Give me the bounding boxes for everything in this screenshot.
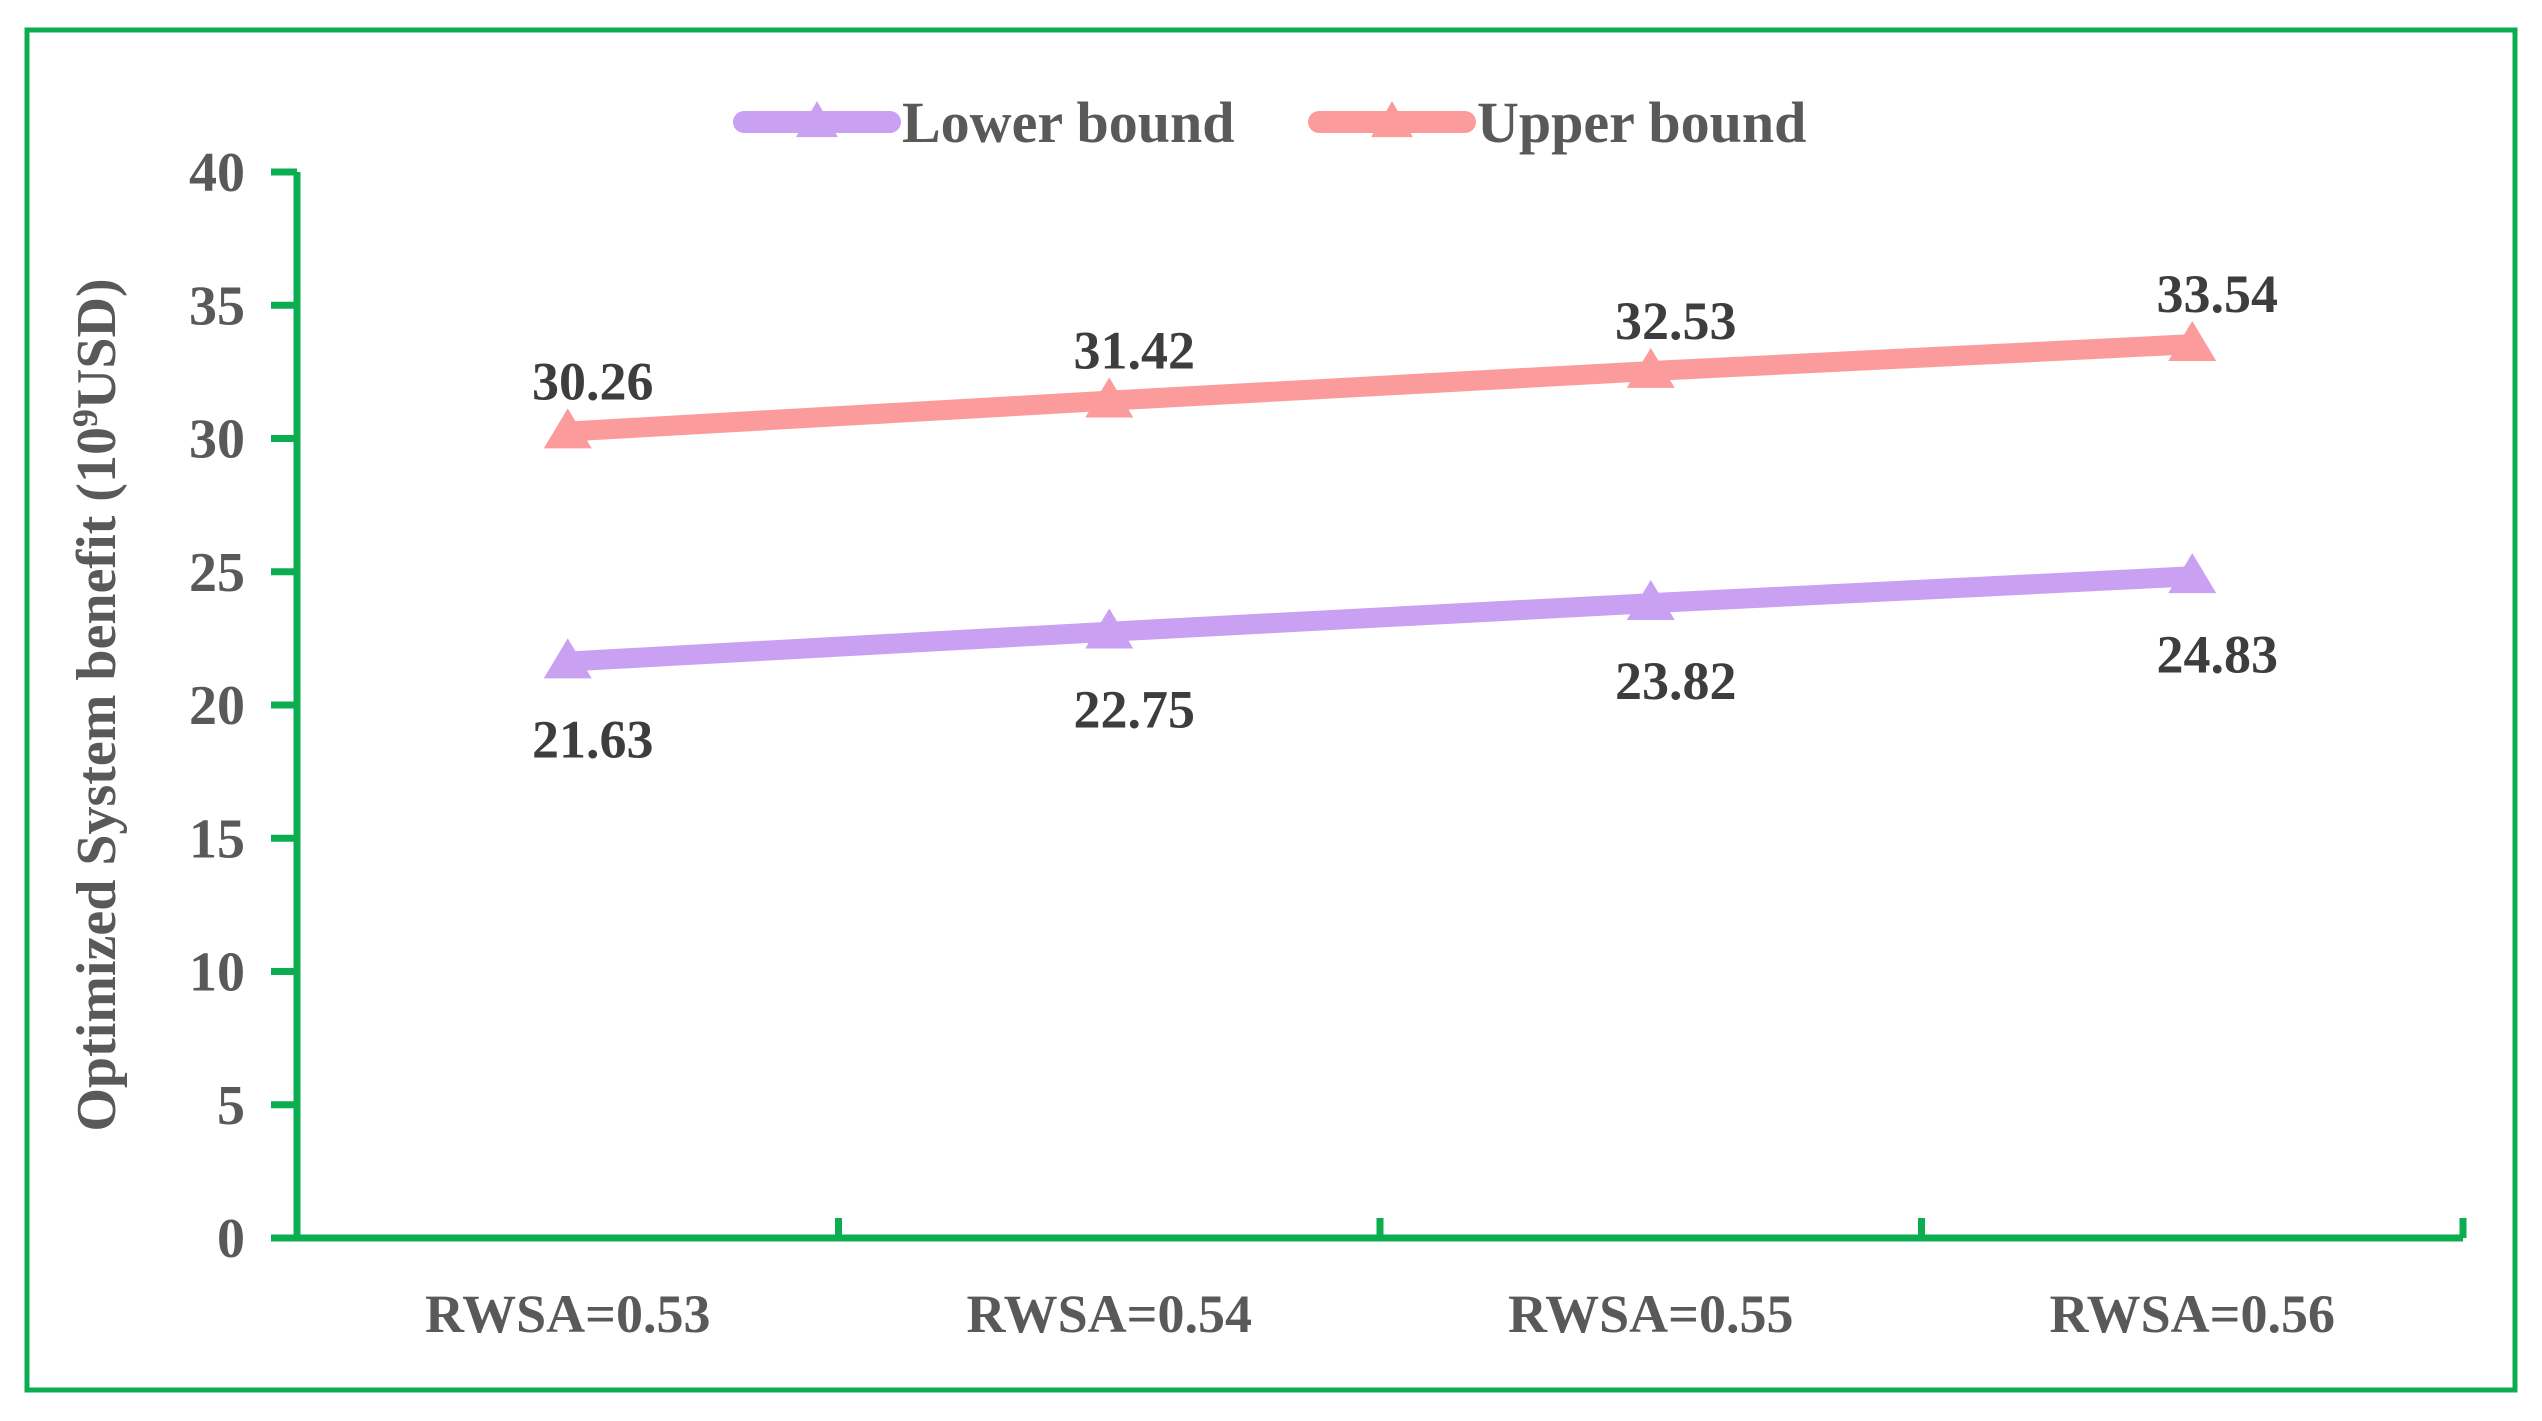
chart-frame <box>24 27 2518 1393</box>
data-series <box>543 320 2217 679</box>
y-tick-label: 20 <box>189 675 245 737</box>
y-tick-label: 15 <box>189 808 245 870</box>
series-line-upper-bound <box>557 334 2203 442</box>
legend-marker-triangle-icon <box>1371 101 1413 138</box>
y-axis-title: Optimized System benefit (109USD) <box>65 278 128 1131</box>
series-marker-triangle-icon <box>2168 320 2217 361</box>
series-marker-triangle-icon <box>1085 608 1134 649</box>
series-marker-triangle-icon <box>1085 377 1134 418</box>
data-label: 24.83 <box>2157 624 2279 684</box>
y-axis-title-text: Optimized System benefit (109USD) <box>65 278 128 1131</box>
legend-label: Lower bound <box>902 90 1235 155</box>
x-category-label: RWSA=0.53 <box>425 1284 710 1344</box>
axis-tick-labels: 40 35 30 25 20 15 10 5 0 RWSA=0.53 RWSA=0.54 RWSA=0… <box>189 142 2335 1344</box>
y-tick-label: 0 <box>217 1208 245 1270</box>
axes <box>271 168 2467 1242</box>
data-label: 21.63 <box>532 710 654 770</box>
y-tick-label: 25 <box>189 542 245 604</box>
y-tick-label: 40 <box>189 142 245 204</box>
x-category-label: RWSA=0.56 <box>2050 1284 2335 1344</box>
data-label: 23.82 <box>1615 651 1737 711</box>
data-label: 32.53 <box>1615 291 1737 351</box>
series-marker-triangle-icon <box>1626 347 1675 388</box>
data-label: 31.42 <box>1074 321 1196 381</box>
data-label: 30.26 <box>532 352 654 412</box>
legend-marker-triangle-icon <box>796 101 838 138</box>
data-labels: 21.63 22.75 23.82 24.83 30.26 31.42 32.53 33.54 <box>532 264 2278 769</box>
y-title-superscript: 9 <box>65 409 105 427</box>
y-tick-label: 35 <box>189 275 245 337</box>
data-label: 22.75 <box>1074 680 1196 740</box>
y-tick-label: 5 <box>217 1075 245 1137</box>
data-label: 33.54 <box>2157 264 2279 324</box>
series-marker-triangle-icon <box>2168 553 2217 594</box>
series-line-lower-bound <box>557 566 2203 672</box>
x-category-label: RWSA=0.54 <box>967 1284 1252 1344</box>
series-marker-triangle-icon <box>1626 579 1675 620</box>
y-tick-label: 30 <box>189 409 245 471</box>
y-title-prefix: Optimized System benefit (10 <box>66 427 128 1132</box>
y-title-suffix: USD) <box>66 278 128 409</box>
series-marker-triangle-icon <box>543 638 592 679</box>
y-tick-label: 10 <box>189 942 245 1004</box>
frame-border <box>24 27 2518 1393</box>
legend-label: Upper bound <box>1477 90 1806 155</box>
series-marker-triangle-icon <box>543 408 592 449</box>
x-category-label: RWSA=0.55 <box>1508 1284 1793 1344</box>
legend: Lower bound Upper bound <box>733 90 1806 155</box>
